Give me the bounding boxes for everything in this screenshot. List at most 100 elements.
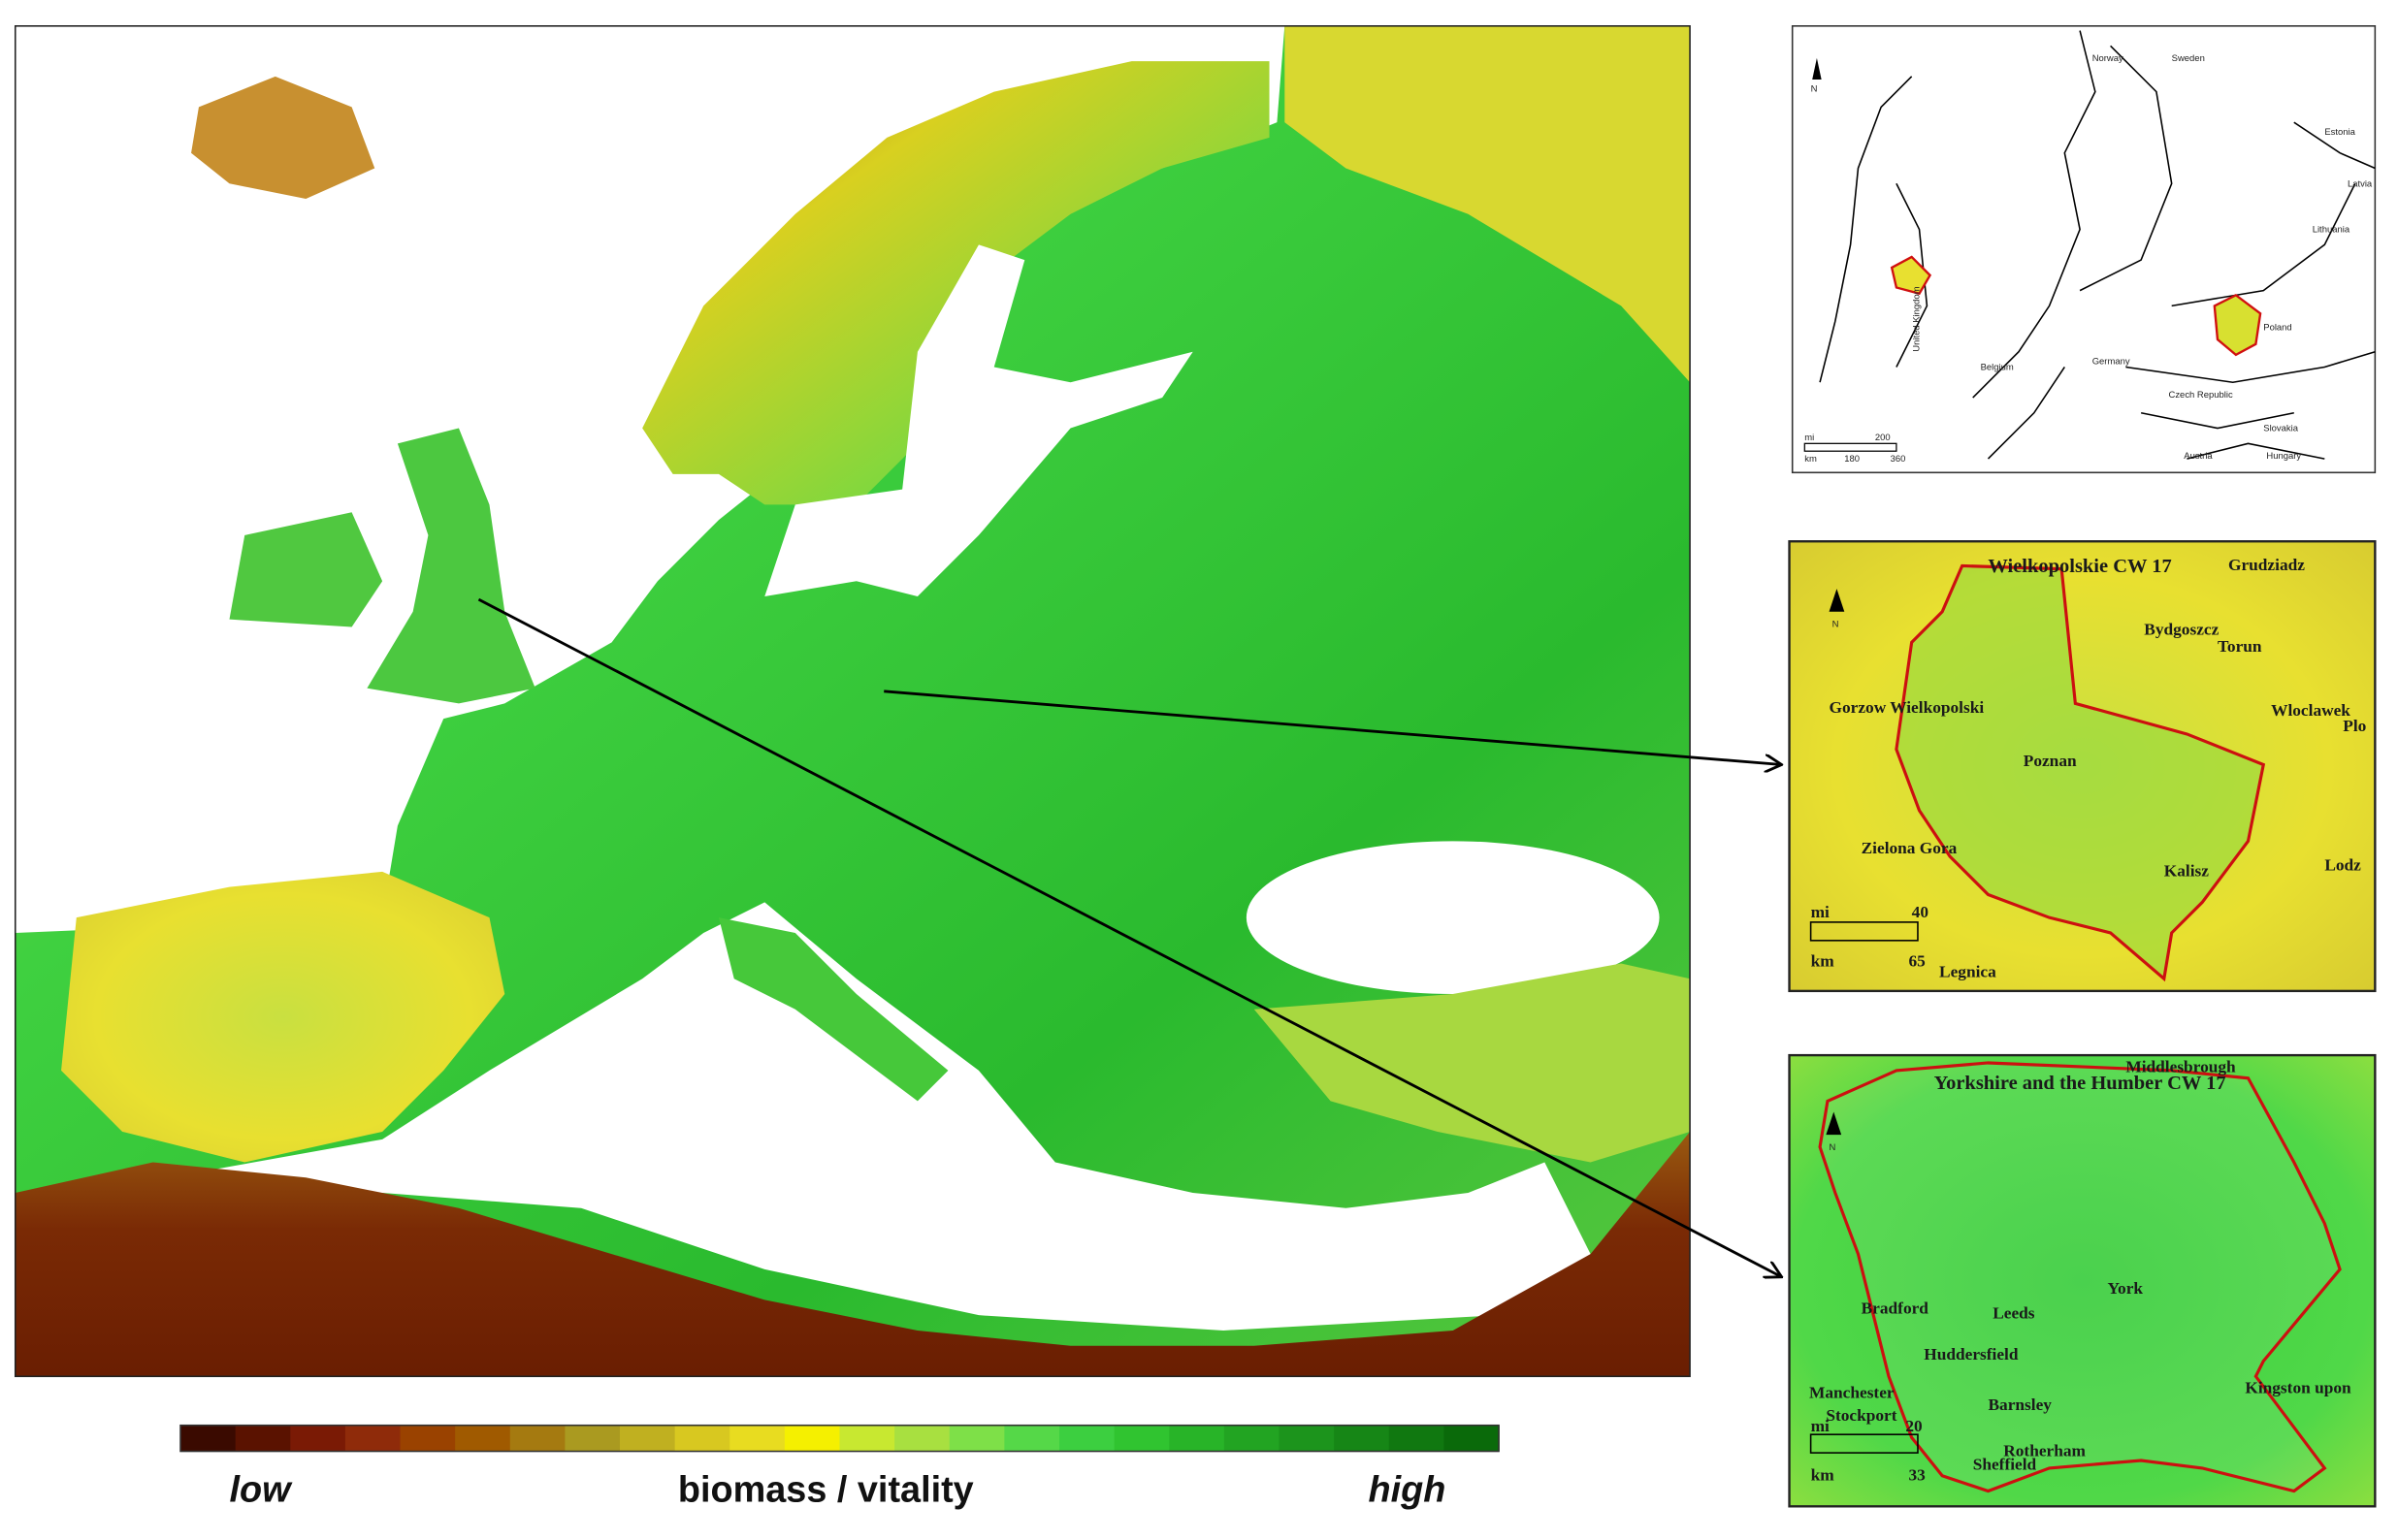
- arrow: [477, 597, 1781, 1277]
- city-label: Legnica: [1939, 963, 1996, 981]
- city-label: Plo: [2343, 717, 2366, 735]
- city-label: Kingston upon: [2245, 1379, 2351, 1397]
- country-label: Germany: [2092, 356, 2130, 367]
- city-label: Gorzow Wielkopolski: [1830, 698, 1985, 717]
- country-label: Poland: [2263, 323, 2291, 334]
- country-label: Sweden: [2172, 53, 2205, 64]
- country-label: Belgium: [1981, 363, 2014, 373]
- overview-inset: N Norway Sweden Estonia Latvia Lithuania…: [1791, 25, 2377, 474]
- turkey: [1253, 963, 1691, 1163]
- colorbar-swatch: [509, 1425, 567, 1452]
- colorbar-swatch: [839, 1425, 895, 1452]
- colorbar-swatch: [1004, 1425, 1060, 1452]
- north-label: N: [1832, 620, 1839, 630]
- city-label: Bydgoszcz: [2144, 620, 2219, 638]
- region-outline: [1895, 563, 2266, 982]
- north-arrow: [1829, 589, 1845, 612]
- city-label: Middlesbrough: [2125, 1057, 2236, 1075]
- colorbar-swatch: [455, 1425, 511, 1452]
- arctic-east: [1284, 25, 1691, 383]
- africa: [15, 1131, 1691, 1377]
- scale-label: mi: [1811, 903, 1830, 921]
- country-label: Lithuania: [2313, 225, 2350, 236]
- scandinavia: [642, 61, 1270, 505]
- country-label: United Kingdom: [1912, 286, 1923, 351]
- wielkopolskie-inset: Wielkopolskie CW 17 N Grudziadz Bydgoszc…: [1788, 540, 2377, 993]
- scale-label: mi: [1804, 433, 1814, 443]
- city-label: Stockport: [1826, 1406, 1896, 1425]
- colorbar-swatch: [949, 1425, 1006, 1452]
- inset-frame: [1791, 25, 2377, 474]
- country-label: Hungary: [2266, 451, 2301, 462]
- country-label: Latvia: [2348, 178, 2373, 189]
- scale-label: 33: [1909, 1465, 1927, 1484]
- arrow: [884, 690, 1781, 765]
- city-label: Wloclawek: [2271, 701, 2350, 720]
- colorbar-swatch: [1114, 1425, 1171, 1452]
- city-label: Bradford: [1862, 1299, 1929, 1318]
- city-label: Huddersfield: [1924, 1345, 2019, 1364]
- colorbar-swatch: [1334, 1425, 1390, 1452]
- ireland: [229, 512, 383, 627]
- city-label: Barnsley: [1988, 1396, 2052, 1414]
- colorbar-swatch: [894, 1425, 951, 1452]
- colorbar-swatch: [1059, 1425, 1116, 1452]
- region-outline: [1818, 1061, 2342, 1493]
- scale-label: mi: [1811, 1417, 1830, 1435]
- city-label: Zielona Gora: [1862, 839, 1958, 857]
- main-map: [14, 25, 1691, 1378]
- colorbar-swatch: [180, 1425, 237, 1452]
- wielkopolskie-outline: [2213, 293, 2262, 357]
- yorkshire-outline: [1890, 255, 1932, 296]
- scale-label: 65: [1909, 952, 1927, 971]
- iberia: [61, 871, 505, 1163]
- inset-title: Wielkopolskie CW 17: [1988, 556, 2171, 577]
- scale-label: 200: [1875, 433, 1891, 443]
- scale-label: 180: [1844, 454, 1860, 465]
- country-label: Czech Republic: [2169, 390, 2233, 401]
- yorkshire-inset: Middlesbrough Yorkshire and the Humber C…: [1788, 1053, 2377, 1508]
- country-label: Austria: [2184, 451, 2213, 462]
- city-label: Manchester: [1809, 1383, 1895, 1401]
- scale-label: 360: [1891, 454, 1906, 465]
- north-label: N: [1830, 1142, 1836, 1153]
- city-label: Poznan: [2024, 752, 2077, 770]
- colorbar-swatch: [1223, 1425, 1280, 1452]
- scale-label: 20: [1905, 1417, 1922, 1435]
- city-label: Kalisz: [2164, 862, 2210, 881]
- scale-label: km: [1811, 1465, 1835, 1484]
- colorbar-swatch: [565, 1425, 621, 1452]
- scale-label: 40: [1912, 903, 1928, 921]
- colorbar-swatch: [290, 1425, 346, 1452]
- colorbar-swatch: [400, 1425, 456, 1452]
- country-label: Slovakia: [2263, 424, 2298, 434]
- colorbar-swatch: [729, 1425, 786, 1452]
- map-frame: [14, 25, 1691, 1378]
- city-label: York: [2107, 1279, 2143, 1298]
- city-label: Rotherham: [2003, 1441, 2086, 1460]
- scale-label: km: [1804, 454, 1817, 465]
- city-label: Lodz: [2324, 855, 2361, 874]
- scale-label: km: [1811, 952, 1835, 971]
- colorbar-high: high: [1368, 1470, 1445, 1511]
- scale-bar: [1809, 921, 1919, 942]
- colorbar-swatch: [784, 1425, 841, 1452]
- colorbar-swatch: [344, 1425, 402, 1452]
- colorbar-title: biomass / vitality: [678, 1470, 974, 1511]
- scale-bar: [1803, 442, 1897, 452]
- italy: [718, 917, 949, 1102]
- country-label: Estonia: [2324, 127, 2355, 138]
- city-label: Torun: [2218, 637, 2262, 656]
- colorbar-swatch: [620, 1425, 676, 1452]
- north-label: N: [1811, 84, 1818, 95]
- colorbar-swatch: [1279, 1425, 1335, 1452]
- colorbar: [179, 1424, 1500, 1453]
- colorbar-swatch: [1388, 1425, 1445, 1452]
- baltic: [764, 244, 1193, 597]
- great-britain: [367, 428, 535, 704]
- colorbar-low: low: [229, 1470, 293, 1511]
- colorbar-swatch: [1443, 1425, 1500, 1452]
- iceland: [191, 76, 375, 200]
- mediterranean: [168, 902, 1591, 1331]
